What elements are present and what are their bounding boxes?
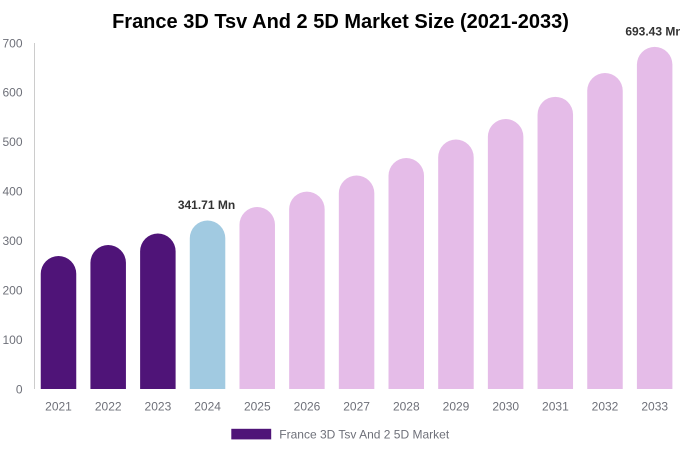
svg-text:500: 500 — [2, 135, 22, 149]
svg-text:600: 600 — [2, 86, 22, 100]
svg-text:300: 300 — [2, 234, 22, 248]
svg-text:2026: 2026 — [294, 400, 321, 414]
svg-text:693.43 Mn: 693.43 Mn — [625, 25, 680, 39]
svg-text:2031: 2031 — [542, 400, 569, 414]
svg-text:2027: 2027 — [343, 400, 370, 414]
svg-text:2024: 2024 — [194, 400, 221, 414]
svg-text:2021: 2021 — [45, 400, 72, 414]
svg-text:200: 200 — [2, 283, 22, 297]
svg-text:France 3D Tsv And 2 5D Market: France 3D Tsv And 2 5D Market — [279, 428, 450, 442]
svg-text:400: 400 — [2, 185, 22, 199]
svg-text:2025: 2025 — [244, 400, 271, 414]
svg-text:0: 0 — [16, 382, 23, 396]
svg-text:2033: 2033 — [641, 400, 668, 414]
svg-text:2029: 2029 — [443, 400, 470, 414]
svg-text:100: 100 — [2, 333, 22, 347]
svg-text:341.71 Mn: 341.71 Mn — [178, 198, 235, 212]
svg-text:2022: 2022 — [95, 400, 122, 414]
svg-text:France 3D Tsv And 2 5D Market: France 3D Tsv And 2 5D Market Size (2021… — [112, 11, 569, 33]
svg-text:700: 700 — [2, 36, 22, 50]
svg-text:2028: 2028 — [393, 400, 420, 414]
svg-text:2032: 2032 — [592, 400, 619, 414]
svg-text:2023: 2023 — [145, 400, 172, 414]
svg-text:2030: 2030 — [492, 400, 519, 414]
